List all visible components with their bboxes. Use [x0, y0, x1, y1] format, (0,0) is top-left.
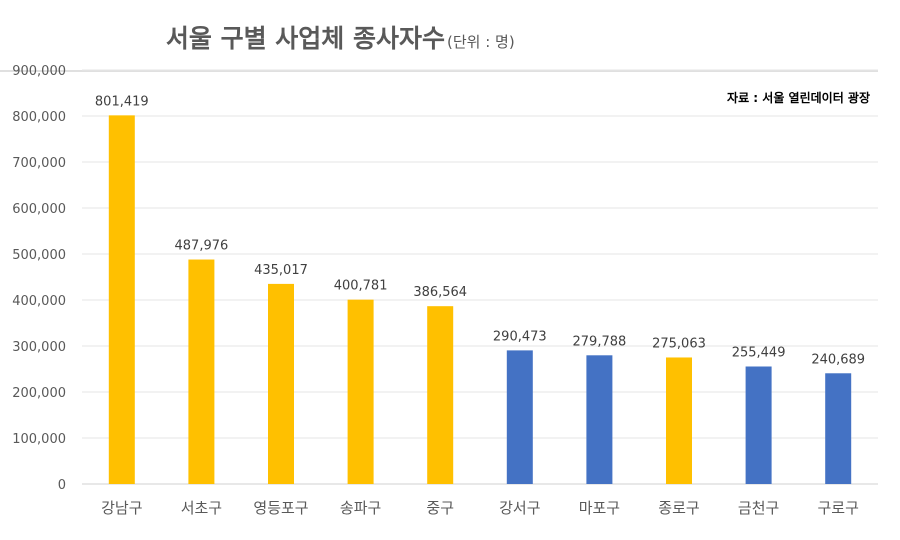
bar	[188, 259, 215, 484]
x-tick-label: 강서구	[499, 499, 540, 517]
data-label: 279,788	[573, 334, 627, 349]
x-tick-label: 구로구	[817, 499, 858, 517]
bar	[506, 350, 533, 484]
y-tick-label: 0	[58, 478, 66, 493]
x-tick-label: 중구	[426, 499, 454, 517]
bar	[347, 299, 374, 484]
data-label: 290,473	[493, 329, 547, 344]
bar	[108, 115, 135, 484]
bar	[268, 283, 294, 484]
x-tick-label: 마포구	[579, 499, 620, 517]
bar	[745, 366, 772, 484]
chart-title-unit: (단위 : 명)	[447, 33, 515, 51]
x-tick-label: 송파구	[340, 499, 381, 517]
x-tick-label: 강남구	[101, 499, 142, 517]
bar	[427, 306, 454, 484]
data-label: 240,689	[811, 352, 865, 367]
data-label: 255,449	[732, 345, 786, 360]
y-tick-label: 900,000	[12, 64, 66, 79]
data-label: 801,419	[95, 94, 149, 109]
chart-title: 서울 구별 사업체 종사자수	[166, 24, 445, 53]
data-label: 400,781	[334, 279, 388, 294]
x-tick-label: 종로구	[658, 499, 699, 517]
y-tick-label: 200,000	[12, 386, 66, 401]
bar	[586, 355, 613, 484]
source-note: 자료 : 서울 열린데이터 광장	[727, 90, 870, 105]
y-tick-label: 100,000	[12, 432, 66, 447]
bar	[825, 373, 852, 484]
y-tick-label: 600,000	[12, 202, 66, 217]
y-tick-label: 700,000	[12, 156, 66, 171]
data-label: 275,063	[652, 336, 706, 351]
data-label: 487,976	[175, 239, 229, 254]
y-tick-label: 400,000	[12, 294, 66, 309]
data-label: 386,564	[413, 285, 467, 300]
y-tick-label: 300,000	[12, 340, 66, 355]
y-tick-label: 500,000	[12, 248, 66, 263]
bar	[666, 357, 692, 484]
x-tick-label: 영등포구	[253, 499, 308, 517]
data-label: 435,017	[254, 263, 308, 278]
x-tick-label: 금천구	[738, 499, 779, 517]
x-tick-label: 서초구	[181, 499, 222, 517]
y-tick-label: 800,000	[12, 110, 66, 125]
